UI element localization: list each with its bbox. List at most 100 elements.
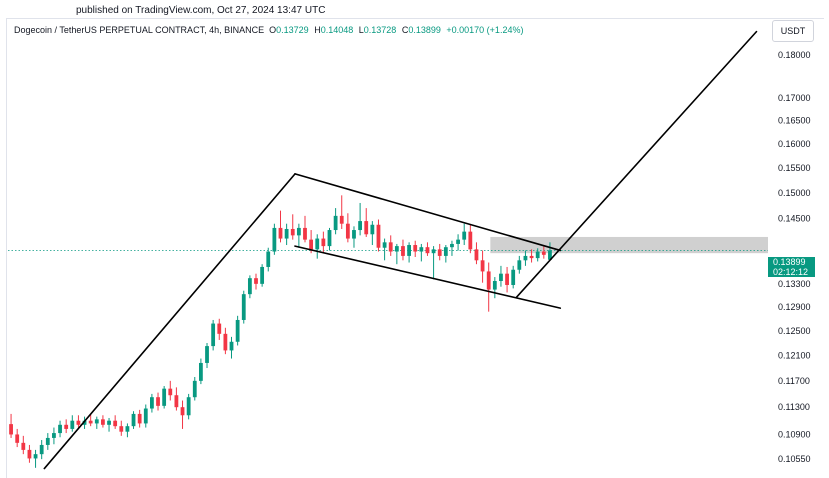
candle-body: [198, 362, 203, 381]
candle-body: [174, 395, 179, 408]
candle-body: [407, 245, 411, 256]
candle: [107, 417, 111, 432]
candle-body: [431, 249, 436, 254]
candle-body: [119, 426, 124, 432]
y-tick-label: 0.14500: [778, 213, 811, 223]
candle: [82, 416, 87, 429]
candle-body: [358, 221, 363, 231]
open-value: 0.13729: [276, 25, 309, 35]
candle-body: [39, 444, 44, 455]
candle-body: [229, 341, 234, 351]
y-tick-label: 0.11700: [778, 376, 810, 386]
candle: [254, 273, 258, 290]
candle: [468, 224, 473, 254]
candle: [456, 234, 460, 251]
candle: [21, 435, 26, 455]
candle: [419, 243, 424, 262]
candle-body: [462, 231, 467, 240]
candle-body: [517, 260, 522, 270]
candle-body: [113, 420, 118, 427]
candle: [174, 387, 179, 411]
candle-body: [401, 246, 405, 256]
candle-body: [345, 223, 350, 239]
candle-body: [241, 294, 246, 320]
candle: [205, 343, 209, 369]
y-tick-label: 0.17000: [778, 93, 811, 103]
candle-body: [76, 420, 81, 425]
candle-body: [143, 408, 148, 424]
candle-body: [370, 224, 375, 235]
candle-body: [58, 424, 62, 434]
candle: [480, 250, 485, 283]
candle-body: [315, 238, 320, 250]
candle: [88, 413, 93, 427]
candle-body: [45, 437, 50, 445]
candle-body: [333, 215, 338, 231]
candle-body: [511, 269, 516, 285]
published-caption: published on TradingView.com, Oct 27, 20…: [76, 5, 326, 16]
flag-upper-line: [294, 173, 562, 252]
candle: [217, 318, 222, 340]
candle-body: [492, 281, 497, 290]
candle: [143, 404, 148, 428]
candle-body: [235, 319, 240, 342]
candle: [388, 235, 393, 256]
candle: [192, 376, 197, 401]
candle-body: [456, 239, 460, 244]
candle-body: [88, 420, 93, 424]
candle-body: [523, 255, 528, 261]
candle: [52, 427, 56, 445]
candle: [247, 275, 252, 299]
candle: [352, 226, 356, 248]
low-value: 0.13728: [363, 25, 397, 35]
last-price-badge: 0.13899 02:12:12: [768, 257, 815, 277]
candle-body: [27, 449, 32, 459]
candle: [260, 264, 265, 287]
y-tick-label: 0.10900: [778, 429, 811, 439]
change-value: +0.00170 (+1.24%): [446, 25, 524, 35]
y-tick-label: 0.18000: [778, 50, 811, 60]
y-tick-label: 0.12500: [778, 326, 811, 336]
candle: [211, 319, 216, 351]
candle-body: [290, 228, 295, 236]
candle-body: [162, 388, 167, 406]
candle: [150, 393, 154, 413]
candle: [401, 239, 405, 261]
candle-body: [260, 266, 265, 284]
candle: [27, 444, 32, 463]
currency-button[interactable]: USDT: [772, 20, 814, 42]
candle: [492, 277, 497, 299]
candle-body: [150, 397, 154, 409]
candle: [180, 400, 185, 429]
candle: [131, 411, 136, 429]
candle-body: [480, 260, 485, 272]
candle: [303, 215, 307, 243]
candle-body: [327, 230, 332, 247]
candle-body: [541, 251, 546, 255]
candle-body: [450, 243, 454, 248]
candle-body: [9, 424, 13, 435]
candle: [535, 248, 540, 262]
candle-body: [419, 247, 424, 252]
candle: [364, 208, 369, 237]
candle: [162, 386, 167, 409]
candle: [437, 243, 442, 261]
candle-body: [499, 273, 503, 282]
y-tick-label: 0.11300: [778, 402, 810, 412]
candle: [407, 242, 411, 263]
candle-body: [339, 215, 344, 224]
candle: [333, 208, 338, 235]
candle-body: [529, 255, 534, 259]
candle: [15, 428, 20, 448]
candle: [284, 223, 289, 246]
high-value: 0.14048: [320, 25, 354, 35]
candle: [462, 223, 467, 246]
candle: [70, 415, 75, 432]
candle-body: [284, 228, 289, 239]
candle-body: [505, 273, 509, 285]
candle: [443, 245, 448, 263]
candle: [223, 327, 228, 355]
candle-body: [247, 278, 252, 295]
bar-countdown: 02:12:12: [773, 267, 809, 277]
